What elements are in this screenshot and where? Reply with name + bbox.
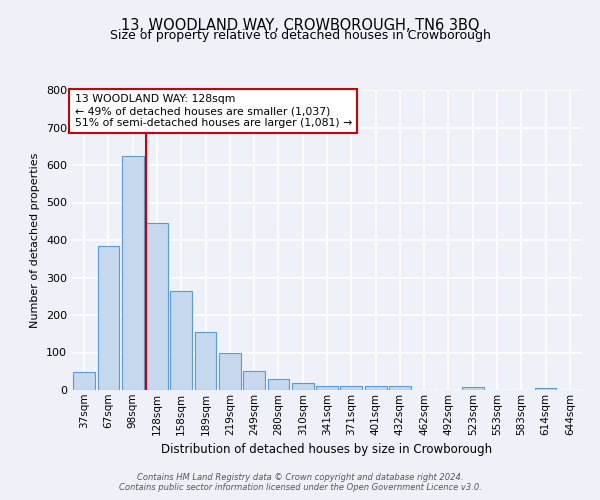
- Bar: [170, 290, 192, 390]
- Bar: [535, 388, 556, 390]
- Bar: [194, 332, 217, 390]
- Bar: [292, 383, 314, 390]
- Bar: [97, 246, 119, 390]
- Y-axis label: Number of detached properties: Number of detached properties: [31, 152, 40, 328]
- Text: 13 WOODLAND WAY: 128sqm
← 49% of detached houses are smaller (1,037)
51% of semi: 13 WOODLAND WAY: 128sqm ← 49% of detache…: [74, 94, 352, 128]
- Bar: [73, 372, 95, 390]
- Bar: [146, 223, 168, 390]
- Bar: [340, 386, 362, 390]
- X-axis label: Distribution of detached houses by size in Crowborough: Distribution of detached houses by size …: [161, 443, 493, 456]
- Bar: [219, 352, 241, 390]
- Bar: [268, 379, 289, 390]
- Bar: [122, 156, 143, 390]
- Bar: [316, 386, 338, 390]
- Bar: [243, 371, 265, 390]
- Text: 13, WOODLAND WAY, CROWBOROUGH, TN6 3BQ: 13, WOODLAND WAY, CROWBOROUGH, TN6 3BQ: [121, 18, 479, 32]
- Bar: [389, 386, 411, 390]
- Bar: [365, 386, 386, 390]
- Bar: [462, 387, 484, 390]
- Text: Size of property relative to detached houses in Crowborough: Size of property relative to detached ho…: [110, 29, 490, 42]
- Text: Contains HM Land Registry data © Crown copyright and database right 2024.
Contai: Contains HM Land Registry data © Crown c…: [119, 473, 481, 492]
